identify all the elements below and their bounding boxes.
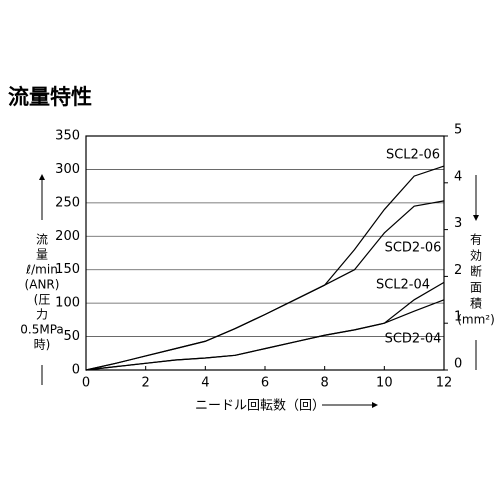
series-label: SCL2-04 <box>376 278 430 293</box>
x-tick-label: 10 <box>376 376 393 391</box>
x-tick-label: 8 <box>321 376 329 391</box>
y-tick-label: 250 <box>55 195 80 210</box>
x-tick-label: 6 <box>261 376 269 391</box>
y-tick-label: 300 <box>55 162 80 177</box>
y-tick-label: 100 <box>55 296 80 311</box>
y-axis-label: 0.5MPa <box>20 323 64 337</box>
y2-axis-label: 積 <box>470 296 482 311</box>
y2-axis-label: 効 <box>470 248 482 263</box>
y-axis-label: 流 <box>36 233 48 247</box>
x-tick-label: 4 <box>201 376 209 391</box>
y2-axis-label: 断 <box>470 264 482 279</box>
y2-tick-label: 4 <box>454 169 462 184</box>
series-label: SCD2-04 <box>385 332 442 347</box>
x-tick-label: 2 <box>142 376 150 391</box>
chart-title: 流量特性 <box>8 85 92 109</box>
y2-arrow-head <box>473 215 479 221</box>
y-axis-label: 量 <box>36 248 48 262</box>
y-tick-label: 50 <box>63 329 80 344</box>
series-line <box>85 200 445 371</box>
y-axis-label: ℓ/min <box>25 263 58 277</box>
y2-axis-label: (mm²) <box>457 313 495 327</box>
series-line <box>85 299 445 371</box>
y-tick-label: 350 <box>55 129 80 144</box>
series-label: SCL2-06 <box>386 148 440 163</box>
plot-frame <box>85 135 445 371</box>
y2-tick-label: 3 <box>454 216 462 231</box>
y-tick-label: 200 <box>55 229 80 244</box>
y2-axis-label: 有 <box>470 233 482 247</box>
x-arrow-head <box>372 402 378 408</box>
y-tick-label: 0 <box>72 363 80 378</box>
y2-axis-label: 面 <box>470 281 482 295</box>
y-axis-label: (ANR) <box>25 278 60 292</box>
y2-tick-label: 5 <box>454 123 462 138</box>
y-axis-label: 時) <box>34 338 51 352</box>
y2-tick-label: 0 <box>454 357 462 372</box>
series-label: SCD2-06 <box>385 241 442 256</box>
y2-tick-label: 1 <box>454 310 462 325</box>
y-tick-label: 150 <box>55 262 80 277</box>
x-tick-label: 0 <box>82 376 90 391</box>
y-arrow-head <box>39 174 45 180</box>
x-tick-label: 12 <box>436 376 453 391</box>
y2-tick-label: 2 <box>454 263 462 278</box>
y-axis-label: 力 <box>36 308 48 322</box>
y-axis-label: (圧 <box>34 293 51 307</box>
x-axis-label: ニードル回転数（回） <box>195 399 325 414</box>
